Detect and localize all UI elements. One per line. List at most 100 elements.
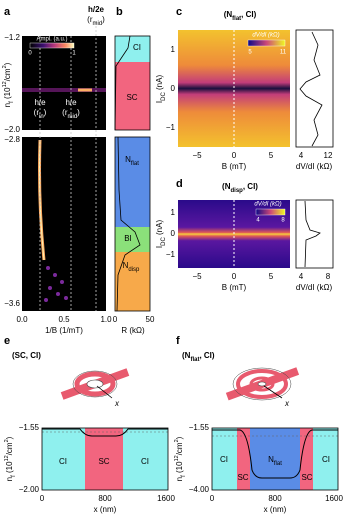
- region-label: CI: [141, 457, 149, 466]
- text-part: n: [3, 103, 12, 107]
- text-part: f: [9, 101, 15, 103]
- text-part: , CI): [199, 351, 214, 360]
- panel-label: f: [176, 335, 180, 347]
- dots: [44, 266, 68, 302]
- axis-label: x: [114, 399, 120, 408]
- colorbar-title: dV/dI (kΩ): [252, 33, 279, 39]
- colorbar-tick: 8: [281, 218, 285, 224]
- colorbar-tick: 5: [248, 50, 252, 56]
- x-tick-label: 1600: [157, 494, 175, 503]
- y-axis-label: nf (1012/cm2): [2, 62, 14, 107]
- annotation: h/e: [65, 98, 77, 107]
- y-axis-label: nf (1012/cm2): [4, 436, 16, 481]
- region: [212, 428, 237, 490]
- x-tick-label: 5: [269, 151, 274, 160]
- text-part: , CI): [241, 10, 256, 19]
- text-part: ): [44, 108, 47, 117]
- curve: [114, 35, 131, 131]
- y-axis-label: IDC (nA): [155, 75, 166, 104]
- panel-title: (Nflat, CI): [224, 10, 257, 21]
- text-part: ): [175, 436, 184, 439]
- y-tick-label: 0: [171, 229, 176, 238]
- shape: [232, 367, 292, 401]
- y-tick-label: −1.55: [189, 423, 210, 432]
- panel-label: c: [176, 6, 182, 18]
- text-part: (10: [3, 87, 12, 101]
- x-axis-label: dV/dI (kΩ): [296, 162, 333, 171]
- text-part: n: [175, 477, 184, 481]
- panel-label: d: [176, 178, 183, 190]
- frame: [114, 35, 151, 131]
- text-part: flat: [131, 161, 139, 167]
- y-tick-label: −1.2: [4, 33, 20, 42]
- annotation: (rmid): [62, 108, 80, 119]
- guide-lines: [39, 22, 97, 311]
- shape: [236, 369, 288, 399]
- shape: [249, 376, 275, 392]
- side-frame: [295, 199, 334, 269]
- x-tick-label: 800: [98, 494, 112, 503]
- x-axis-label: x (nm): [94, 505, 117, 514]
- annotation: (rin): [34, 108, 47, 119]
- x-tick-label: 0: [232, 272, 237, 281]
- text-part: disp: [128, 267, 140, 273]
- region: [237, 428, 250, 490]
- text-part: (nA): [155, 220, 164, 238]
- text-part: mid: [67, 114, 77, 120]
- shape: [74, 371, 116, 397]
- y-tick-label: −1: [166, 123, 176, 132]
- x-axis-label: 1/B (1/mT): [45, 326, 83, 335]
- text-part: (N: [224, 10, 233, 19]
- colorbar-tick: 11: [280, 50, 287, 56]
- shape: [72, 370, 118, 398]
- text-part: DC: [161, 92, 167, 101]
- device-diagram: [225, 367, 300, 401]
- region-label: CI: [220, 455, 228, 464]
- panel-title: (SC, CI): [12, 351, 41, 360]
- colorbar: [29, 42, 75, 49]
- shape: [64, 296, 68, 300]
- text-part: I: [155, 246, 164, 248]
- shape: [46, 266, 50, 270]
- text-part: (N: [182, 351, 191, 360]
- y-tick-label: 0: [171, 84, 176, 93]
- region-label: Ndisp: [123, 261, 140, 272]
- shape: [60, 280, 64, 284]
- text-part: (r: [62, 108, 68, 117]
- text-part: N: [268, 455, 274, 464]
- y-tick-label: 1: [171, 208, 176, 217]
- region-label: CI: [59, 457, 67, 466]
- panel-label: e: [4, 335, 10, 347]
- text-part: /cm: [5, 442, 14, 455]
- text-part: 2: [4, 439, 10, 442]
- text-part: flat: [190, 357, 199, 363]
- text-part: (r: [34, 108, 40, 117]
- x-tick-label: 1600: [325, 494, 343, 503]
- text-part: (N: [222, 182, 231, 191]
- text-part: (r: [87, 15, 93, 24]
- text-part: 12: [4, 455, 10, 461]
- region: [42, 428, 85, 490]
- region: [123, 428, 168, 490]
- y-tick-label: −3.6: [4, 299, 20, 308]
- x-tick-label: 5: [269, 272, 274, 281]
- region: [115, 36, 150, 62]
- shape: [96, 385, 113, 399]
- text-part: f: [181, 475, 187, 477]
- x-tick-label: 800: [268, 494, 282, 503]
- x-tick-label: 1.0: [100, 315, 112, 324]
- x-tick-label: −5: [192, 151, 202, 160]
- frame: [114, 136, 151, 312]
- y-tick-label: −2.8: [4, 135, 20, 144]
- region: [115, 227, 150, 252]
- x-tick-label: 12: [324, 151, 333, 160]
- region-label: CI: [322, 455, 330, 464]
- text-part: (10: [175, 461, 184, 475]
- text-part: n: [5, 477, 14, 481]
- shape: [263, 385, 283, 399]
- region: [300, 428, 313, 490]
- shape: [48, 286, 52, 290]
- axis-label: x: [284, 399, 290, 408]
- text-part: , CI): [243, 182, 258, 191]
